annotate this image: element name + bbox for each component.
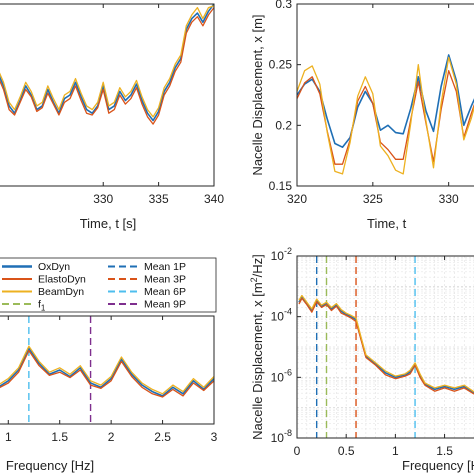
x-tick-label: 325: [363, 192, 383, 206]
legend-label: f1: [38, 299, 46, 313]
y-axis-label: Nacelle Displacement, x [m2/Hz]: [249, 254, 265, 440]
x-axis-label: Time, t: [367, 216, 407, 231]
plot-frame: [296, 3, 474, 187]
series-beamdyn: [0, 345, 214, 395]
y-tick-label: 0.15: [269, 179, 293, 193]
y-tick-label: 10-4: [271, 307, 292, 324]
x-tick-label: 1.5: [51, 430, 68, 444]
x-axis-label: Frequency [Hz]: [6, 458, 94, 473]
x-tick-label: 3: [211, 430, 218, 444]
series-elastodyn: [0, 7, 214, 125]
x-tick-label: 0: [294, 444, 301, 458]
x-tick-label: 330: [439, 192, 459, 206]
plot-frame: [296, 255, 474, 439]
plot-frame: [0, 3, 215, 187]
y-tick-label: 10-8: [271, 428, 292, 445]
x-tick-label: 0.5: [338, 444, 355, 458]
legend-label: BeamDyn: [38, 286, 84, 298]
y-tick-label: 0.25: [269, 58, 293, 72]
y-tick-label: 10-2: [271, 246, 292, 263]
x-tick-label: 320: [287, 192, 307, 206]
plot-frame: [0, 315, 215, 425]
legend-label: OxDyn: [38, 261, 70, 273]
y-tick-exp: -8: [284, 428, 292, 438]
y-tick-exp: -2: [284, 246, 292, 256]
series-beamdyn: [297, 56, 474, 175]
y-axis-label-tail: /Hz]: [250, 254, 265, 277]
x-axis-label: Frequency [Hz: [402, 458, 474, 473]
legend-label: Mean 3P: [144, 274, 186, 286]
y-tick-base: 10: [271, 310, 285, 324]
panel-bottom-left: 1 1.5 2 2.5 3 Frequency [Hz] OxDynElastoDynB…: [0, 257, 218, 473]
legend-label: Mean 1P: [144, 261, 186, 273]
series-elastodyn: [297, 70, 474, 165]
x-tick-label: 1: [5, 430, 12, 444]
panel-bottom-right: 00.511.510-810-610-410-2 Frequency [Hz N…: [249, 246, 474, 473]
legend-label: ElastoDyn: [38, 274, 86, 286]
series-elastodyn: [0, 349, 214, 398]
series-oxdyn: [297, 54, 474, 148]
x-tick-label: 1.5: [436, 444, 453, 458]
series-elastodyn: [298, 297, 474, 395]
y-tick-base: 10: [271, 370, 285, 384]
y-axis-label-sup: 2: [249, 277, 259, 282]
panel-top-left: 330 335 340 Time, t [s]: [0, 3, 224, 231]
y-axis-label-base: Nacelle Displacement, x [m: [250, 282, 265, 440]
legend-label: Mean 9P: [144, 299, 186, 311]
y-axis-label: Nacelle Displacement, x [m]: [250, 14, 265, 175]
series-beamdyn: [0, 5, 214, 118]
x-tick-label: 1: [392, 444, 399, 458]
series-beamdyn: [298, 294, 474, 393]
y-tick-base: 10: [271, 431, 285, 445]
x-tick-label: 340: [204, 192, 224, 206]
x-tick-label: 2: [108, 430, 115, 444]
x-tick-label: 330: [93, 192, 113, 206]
panel-top-right: 320 325 330 0.15 0.2 0.25 0.3 Time, t Nacelle …: [250, 0, 474, 231]
legend-label: Mean 6P: [144, 286, 186, 298]
y-tick-label: 0.2: [275, 118, 292, 132]
x-axis-label: Time, t [s]: [80, 216, 137, 231]
y-tick-base: 10: [271, 249, 285, 263]
y-tick-exp: -4: [284, 307, 292, 317]
x-tick-label: 2.5: [154, 430, 171, 444]
y-tick-label: 0.3: [275, 0, 292, 11]
y-tick-exp: -6: [284, 367, 292, 377]
series-oxdyn: [0, 347, 214, 397]
y-tick-label: 10-6: [271, 367, 292, 384]
x-tick-label: 335: [149, 192, 169, 206]
